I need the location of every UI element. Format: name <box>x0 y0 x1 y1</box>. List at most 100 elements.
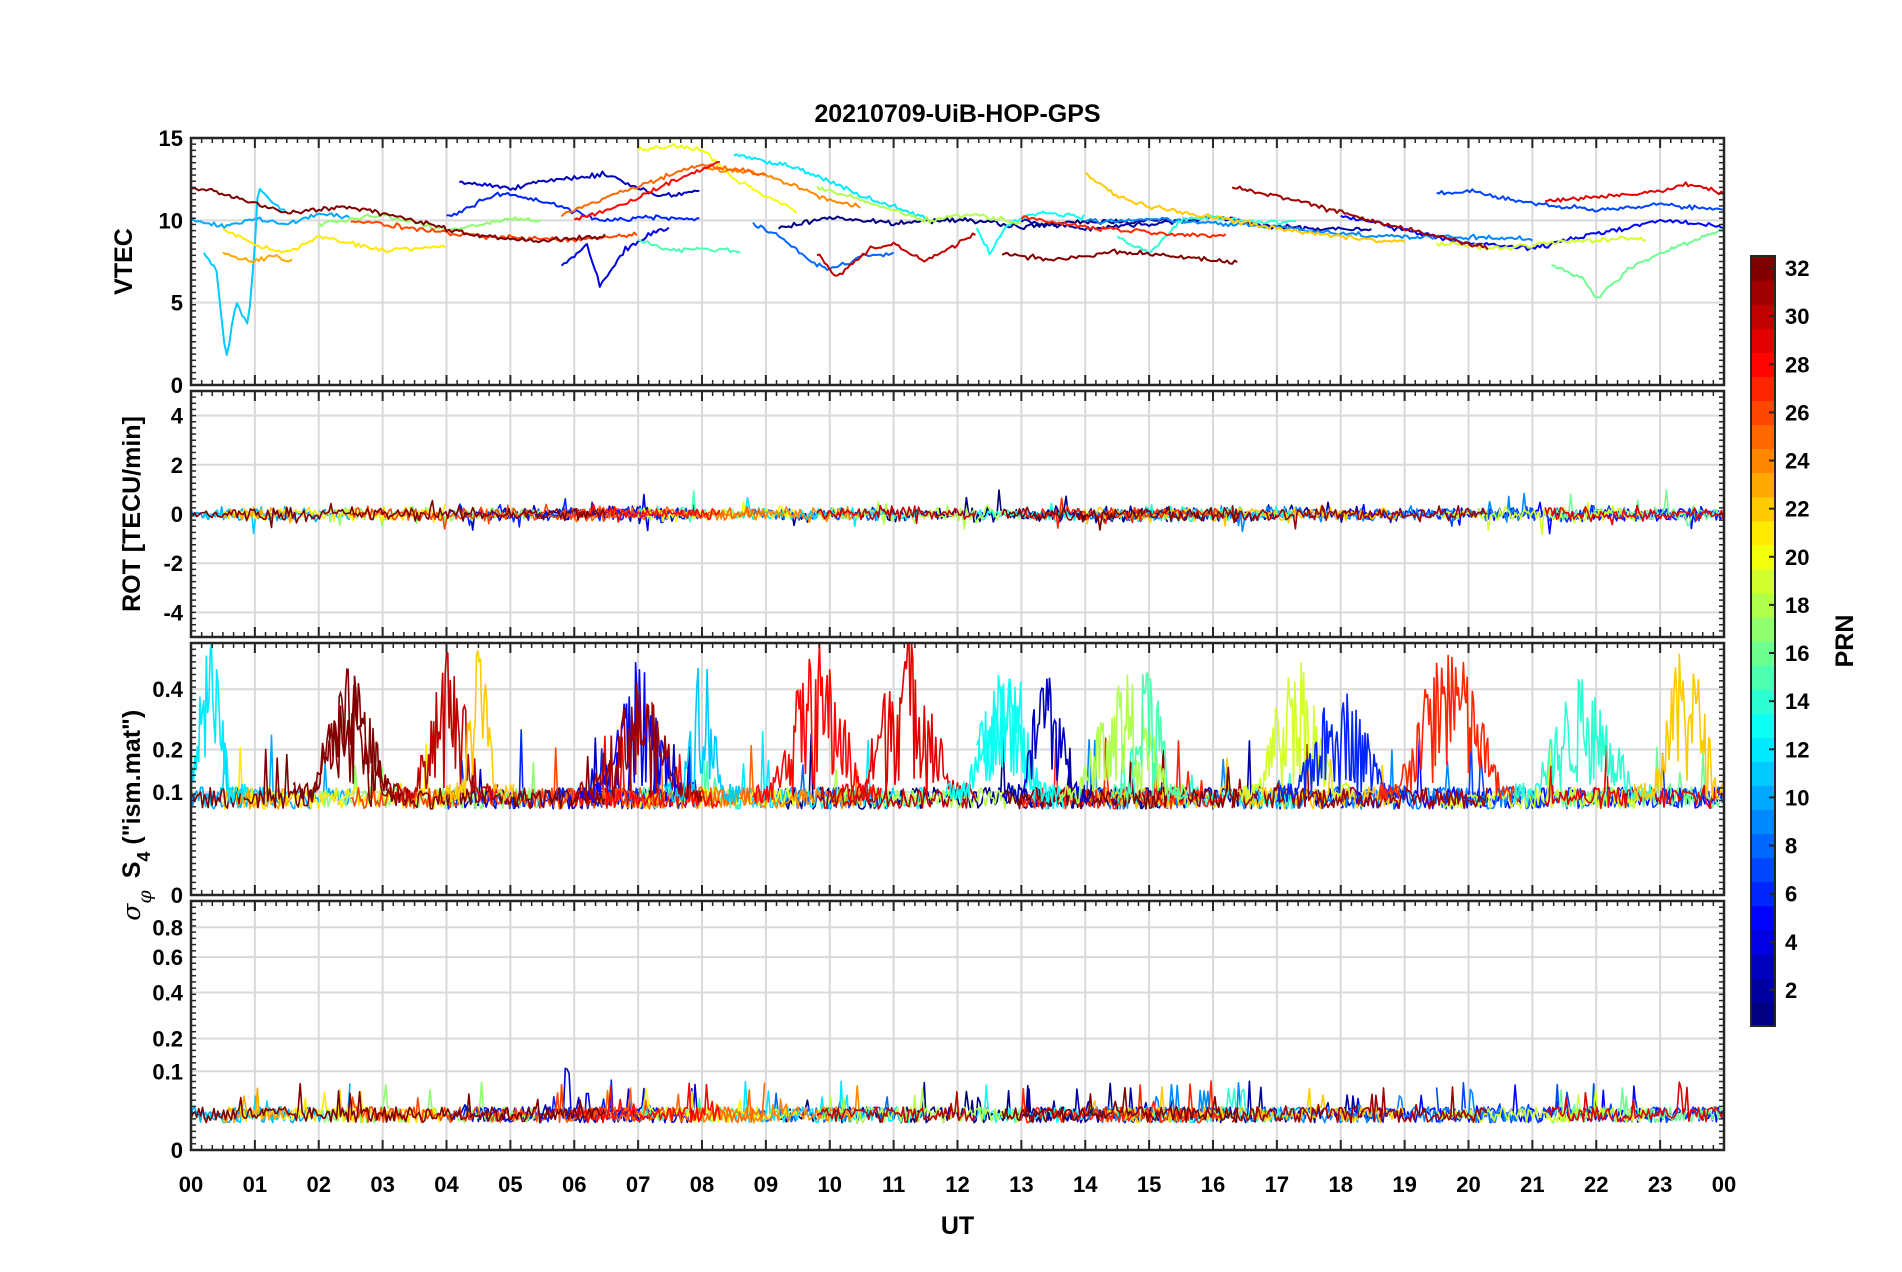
y-tick-label: 2 <box>171 453 183 478</box>
series-line-prn-2 <box>1020 215 1372 232</box>
x-tick-label: 20 <box>1456 1172 1480 1197</box>
x-tick-label: 13 <box>1009 1172 1033 1197</box>
series-line-prn-21 <box>222 227 446 254</box>
colorbar-tick-label: 2 <box>1785 978 1797 1003</box>
x-tick-label: 18 <box>1329 1172 1353 1197</box>
burst-line-prn-11 <box>663 667 742 804</box>
series-line-prn-26 <box>350 503 637 530</box>
series-line-prn-4 <box>560 226 670 288</box>
y-tick-label: 0.1 <box>152 780 183 805</box>
colorbar-tick-label: 22 <box>1785 497 1809 522</box>
series-line-prn-18 <box>816 185 1022 226</box>
series-line-prn-29 <box>1544 504 1725 526</box>
colorbar-label: PRN <box>1831 615 1859 668</box>
burst-line-prn-13 <box>944 675 1061 803</box>
burst-line-prn-32 <box>292 668 408 804</box>
colorbar-tick-label: 8 <box>1785 834 1797 859</box>
panel-4: 0 0.1 0.2 0.4 0.6 0.8σφ <box>117 890 1726 1163</box>
colorbar-frame <box>1750 255 1776 1027</box>
series-line-prn-32 <box>190 1082 605 1124</box>
colorbar-tick-label: 28 <box>1785 352 1809 377</box>
series-line-prn-14 <box>1116 214 1297 254</box>
series-line-prn-16 <box>1551 228 1723 299</box>
colorbar-segment <box>1751 1001 1775 1027</box>
colorbar-tick-label: 18 <box>1785 593 1809 618</box>
series-line-prn-32 <box>190 499 606 529</box>
series-line-prn-27 <box>1020 215 1227 239</box>
x-tick-label: 11 <box>882 1172 905 1197</box>
y-axis-label: σφ <box>117 890 156 921</box>
series-line-prn-22 <box>1084 171 1406 244</box>
series-line-prn-25 <box>561 505 766 523</box>
colorbar-segment <box>1751 472 1775 498</box>
colorbar-tick-label: 20 <box>1785 545 1809 570</box>
series-line-prn-11 <box>202 187 286 356</box>
x-tick-label: 09 <box>754 1172 778 1197</box>
series-line-prn-27 <box>1020 1080 1225 1124</box>
burst-line-prn-29 <box>841 642 972 803</box>
series-line-prn-30 <box>816 232 976 277</box>
series-line-prn-31 <box>1231 1086 1488 1124</box>
x-tick-label: 00 <box>1712 1172 1736 1197</box>
y-tick-label: 15 <box>159 126 183 151</box>
x-tick-label: 17 <box>1265 1172 1289 1197</box>
x-tick-label: 08 <box>690 1172 714 1197</box>
colorbar-segment <box>1751 665 1775 690</box>
x-tick-label: 01 <box>243 1172 267 1197</box>
colorbar-tick-label: 6 <box>1785 882 1797 907</box>
x-tick-label: 06 <box>562 1172 586 1197</box>
series-line-prn-32 <box>1001 248 1238 265</box>
burst-line-prn-27 <box>1378 654 1521 803</box>
colorbar-tick-label: 24 <box>1785 449 1810 474</box>
series-group <box>190 142 1725 356</box>
series-line-prn-31 <box>1231 185 1489 251</box>
chart-title: 20210709-UiB-HOP-GPS <box>814 100 1100 128</box>
x-tick-label: 05 <box>498 1172 522 1197</box>
x-tick-label: 19 <box>1392 1172 1416 1197</box>
series-line-prn-29 <box>1544 1081 1725 1123</box>
colorbar-segment <box>1751 809 1775 835</box>
x-tick-label: 04 <box>434 1172 459 1197</box>
colorbar-tick-label: 26 <box>1785 400 1809 425</box>
series-line-prn-23 <box>222 251 293 264</box>
colorbar-tick-label: 12 <box>1785 737 1809 762</box>
burst-line-prn-19 <box>1237 662 1355 802</box>
x-tick-label: 16 <box>1201 1172 1225 1197</box>
colorbar-segment <box>1751 761 1775 786</box>
burst-line-prn-22 <box>442 650 515 803</box>
colorbar-tick-label: 30 <box>1785 304 1809 329</box>
series-line-prn-8 <box>752 222 895 271</box>
panel-1: 0 5 10 15 VTEC <box>110 126 1726 398</box>
colorbar-segment <box>1751 713 1775 738</box>
y-axis-label: ROT [TECU/min] <box>118 416 146 612</box>
series-group <box>190 488 1725 536</box>
x-tick-label: 03 <box>370 1172 394 1197</box>
colorbar-segment <box>1751 953 1775 979</box>
y-tick-label: 0.4 <box>152 981 183 1006</box>
y-tick-label: 10 <box>159 208 183 233</box>
y-tick-label: 0.2 <box>152 738 183 763</box>
series-line-prn-29 <box>1544 181 1725 203</box>
y-tick-label: 4 <box>171 404 184 429</box>
series-line-prn-26 <box>349 1083 637 1124</box>
y-tick-label: 0.2 <box>152 1027 183 1052</box>
series-line-prn-3 <box>459 170 700 198</box>
series-line-prn-6 <box>446 191 700 223</box>
burst-line-prn-12 <box>190 642 248 803</box>
y-tick-label: 0.1 <box>152 1059 183 1084</box>
series-line-prn-19 <box>1435 1087 1647 1124</box>
x-tick-label: 14 <box>1073 1172 1098 1197</box>
series-line-prn-32 <box>1001 505 1239 531</box>
y-axis-label: S4 ("ism.mat") <box>118 710 154 879</box>
series-line-prn-28 <box>573 1082 721 1124</box>
series-group <box>190 1067 1725 1124</box>
y-tick-label: 0 <box>171 502 183 527</box>
colorbar-segment <box>1751 424 1775 450</box>
series-line-prn-17 <box>317 212 542 232</box>
colorbar-tick-label: 32 <box>1785 256 1809 281</box>
series-line-prn-23 <box>222 1087 293 1124</box>
series-line-prn-31 <box>1231 504 1488 530</box>
colorbar-segment <box>1751 857 1775 883</box>
